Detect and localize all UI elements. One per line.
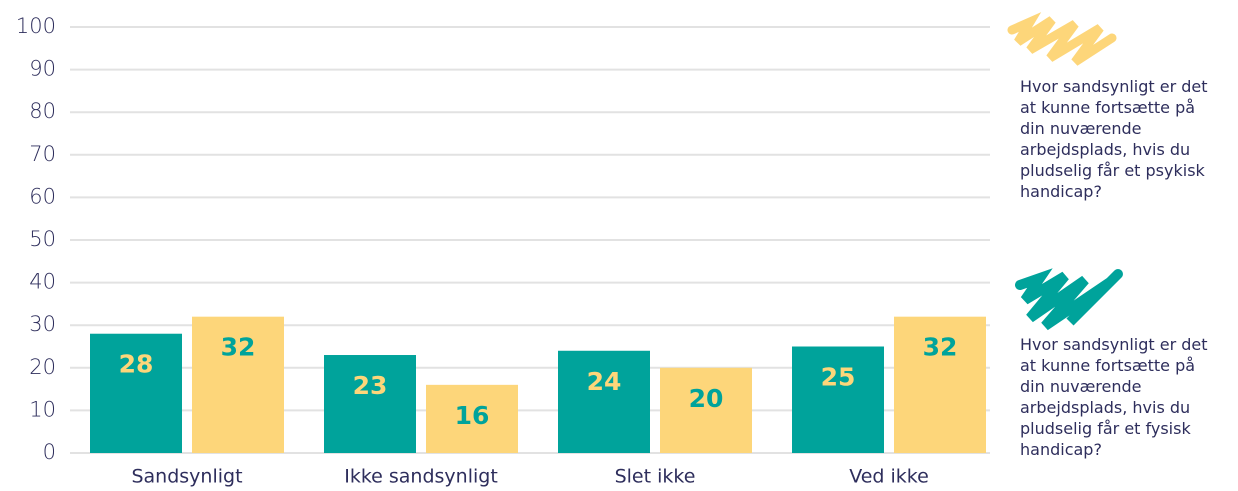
x-tick-label: Sandsynligt [131, 466, 242, 488]
y-tick-label: 90 [29, 57, 56, 81]
y-tick-label: 20 [29, 355, 56, 379]
bar [792, 346, 884, 453]
legend-label: Hvor sandsynligt er det at kunne fortsæt… [1020, 77, 1208, 201]
value-label: 32 [221, 333, 256, 362]
value-label: 32 [923, 333, 958, 362]
x-tick-label: Slet ikke [615, 466, 696, 488]
legend-swatch-fysisk [1015, 268, 1123, 331]
y-tick-label: 40 [29, 270, 56, 294]
y-tick-label: 70 [29, 142, 56, 166]
y-tick-label: 30 [29, 312, 56, 336]
legend-swatch-psykisk [1007, 12, 1117, 66]
x-tick-label: Ved ikke [849, 466, 929, 488]
legend-label: Hvor sandsynligt er det at kunne fortsæt… [1020, 335, 1208, 459]
value-label: 24 [587, 367, 622, 396]
y-tick-label: 60 [29, 184, 56, 208]
value-label: 16 [455, 401, 490, 430]
y-tick-label: 100 [16, 14, 56, 38]
value-label: 28 [119, 350, 154, 379]
value-label: 20 [689, 384, 724, 413]
bar [192, 316, 284, 453]
bar [426, 384, 518, 453]
y-tick-label: 0 [43, 440, 56, 464]
y-tick-label: 10 [29, 397, 56, 421]
bar [324, 355, 416, 453]
bar [660, 367, 752, 453]
bar [558, 350, 650, 453]
value-label: 23 [353, 371, 388, 400]
bar [90, 333, 182, 453]
value-label: 25 [821, 363, 856, 392]
x-tick-label: Ikke sandsynligt [344, 466, 498, 488]
y-tick-label: 50 [29, 227, 56, 251]
bar [894, 316, 986, 453]
y-tick-label: 80 [29, 99, 56, 123]
